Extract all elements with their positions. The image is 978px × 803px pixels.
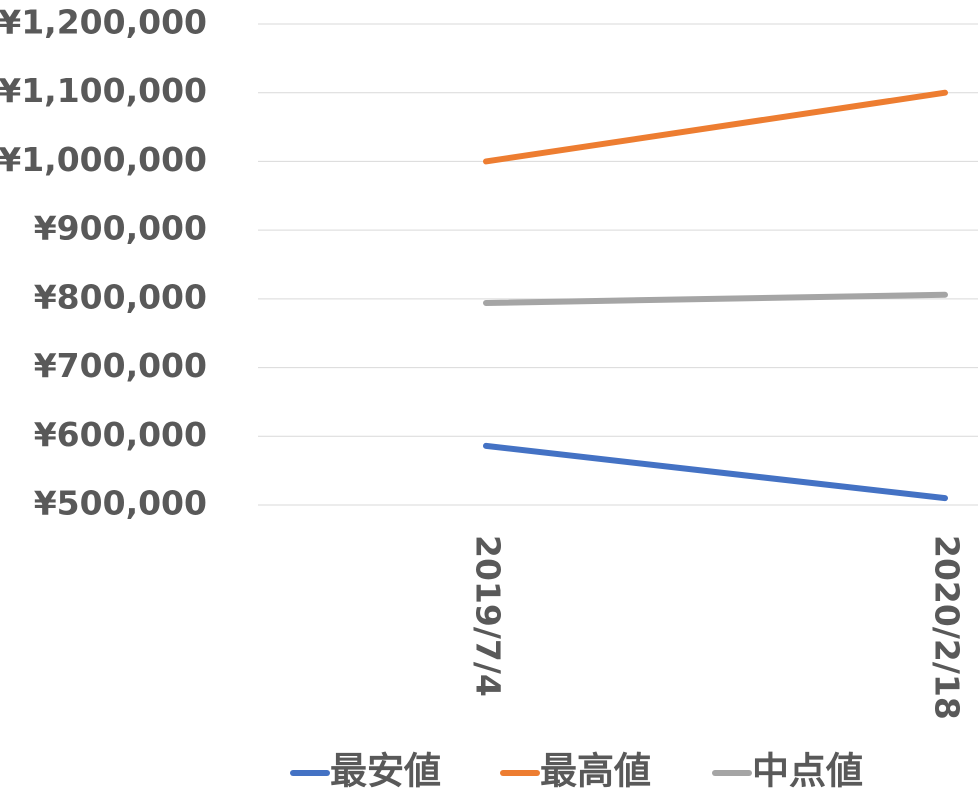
y-tick-label: ¥1,200,000 (0, 3, 207, 42)
y-tick-label: ¥900,000 (34, 209, 207, 248)
series-line (483, 291, 948, 306)
x-tick-label: 2019/7/4 (469, 535, 508, 697)
y-tick-label: ¥800,000 (34, 277, 207, 316)
series-line (483, 89, 948, 165)
y-tick-label: ¥1,000,000 (0, 140, 207, 179)
x-tick-label: 2020/2/18 (928, 535, 967, 720)
legend-label: 最高値 (540, 750, 651, 793)
y-tick-label: ¥500,000 (34, 484, 207, 523)
y-tick-label: ¥700,000 (34, 346, 207, 385)
series-line (483, 442, 948, 502)
y-tick-label: ¥1,100,000 (0, 71, 207, 110)
legend-label: 中点値 (752, 750, 863, 793)
legend-label: 最安値 (330, 750, 441, 793)
y-tick-label: ¥600,000 (34, 415, 207, 454)
